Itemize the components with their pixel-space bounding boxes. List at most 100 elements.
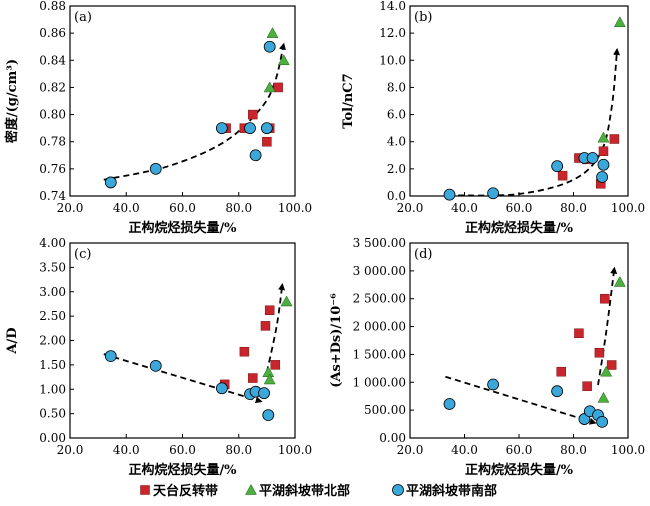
data-point xyxy=(582,381,592,391)
panel-label: (d) xyxy=(414,247,432,262)
y-tick-label: 0.78 xyxy=(39,135,66,149)
data-point xyxy=(596,415,609,428)
y-tick-label: 0.88 xyxy=(39,0,66,13)
x-tick-label: 60.0 xyxy=(506,201,533,215)
y-axis-label: 密度/(g/cm³) xyxy=(4,59,20,144)
y-tick-label: 8.0 xyxy=(387,80,406,94)
x-tick-label: 80.0 xyxy=(225,443,252,457)
data-point xyxy=(597,158,610,171)
data-point xyxy=(487,378,500,391)
data-point xyxy=(244,122,256,135)
x-axis-label: 正构烷烃损失量/% xyxy=(465,220,574,236)
legend-marker xyxy=(140,485,150,495)
y-tick-label: 0.74 xyxy=(39,189,66,203)
data-point xyxy=(263,81,276,93)
panel-label: (b) xyxy=(414,10,432,25)
data-point xyxy=(262,136,272,147)
y-tick-label: 2.00 xyxy=(39,334,66,348)
x-tick-label: 60.0 xyxy=(506,443,533,457)
data-point xyxy=(270,360,281,370)
data-point xyxy=(215,382,228,395)
x-tick-label: 40.0 xyxy=(451,201,478,215)
data-point xyxy=(487,187,500,200)
data-point xyxy=(551,160,564,173)
y-tick-label: 0.00 xyxy=(39,431,66,445)
x-axis-label: 正构烷烃损失量/% xyxy=(465,462,574,478)
y-tick-label: 1.00 xyxy=(39,382,66,396)
y-tick-label: 500.00 xyxy=(364,403,406,417)
data-point xyxy=(600,365,613,377)
legend-label: 平湖斜坡带北部 xyxy=(259,483,350,499)
plot-frame xyxy=(69,5,296,197)
y-tick-label: 12.0 xyxy=(379,26,406,40)
data-point xyxy=(609,134,620,144)
data-point xyxy=(443,398,456,410)
panel-label: (a) xyxy=(74,10,92,25)
x-tick-label: 20.0 xyxy=(57,443,84,457)
data-point xyxy=(596,171,609,183)
y-axis-label: (As+Ds)/10⁻⁶ xyxy=(329,293,344,388)
legend-marker xyxy=(245,483,257,495)
x-tick-label: 80.0 xyxy=(560,443,587,457)
trend-arrow xyxy=(597,266,618,386)
data-point xyxy=(443,188,456,201)
y-axis-label: A/D xyxy=(5,327,20,354)
y-tick-label: 10.0 xyxy=(379,53,406,67)
y-tick-label: 0.82 xyxy=(39,80,66,94)
data-point xyxy=(104,350,117,363)
x-tick-label: 40.0 xyxy=(113,201,140,215)
chart-panel: 20.0 40.0 60.0 80.0 100.0 0.00 500.00 1 000.00 1… xyxy=(329,236,645,478)
y-tick-label: 3.50 xyxy=(39,260,66,274)
y-tick-label: 0.84 xyxy=(39,53,66,67)
x-tick-label: 80.0 xyxy=(560,201,587,215)
x-tick-label: 40.0 xyxy=(451,443,478,457)
data-point xyxy=(149,162,162,175)
y-tick-label: 6.0 xyxy=(387,108,406,122)
data-point xyxy=(104,176,117,189)
x-tick-label: 60.0 xyxy=(169,443,196,457)
data-point xyxy=(598,146,609,156)
data-point xyxy=(556,366,566,377)
data-point xyxy=(248,109,258,120)
y-tick-label: 0.86 xyxy=(39,26,66,40)
x-tick-label: 20.0 xyxy=(397,201,424,215)
x-tick-label: 80.0 xyxy=(225,201,252,215)
x-tick-label: 100.0 xyxy=(611,443,645,457)
y-tick-label: 0.00 xyxy=(379,431,406,445)
y-tick-label: 3 000.00 xyxy=(353,264,406,278)
legend-item: 平湖斜坡带南部 xyxy=(392,483,497,499)
y-tick-label: 2 500.00 xyxy=(353,292,406,306)
data-point xyxy=(606,360,617,370)
data-point xyxy=(248,373,258,383)
trend-arrow xyxy=(448,48,621,197)
plot-frame xyxy=(409,242,629,439)
data-point xyxy=(258,387,270,400)
legend-marker xyxy=(392,484,404,496)
data-point xyxy=(149,359,162,372)
data-point xyxy=(260,122,273,135)
data-point xyxy=(264,305,275,316)
data-point xyxy=(597,391,610,403)
y-tick-label: 0.50 xyxy=(39,407,66,421)
y-tick-label: 3 500.00 xyxy=(353,236,406,250)
x-tick-label: 100.0 xyxy=(278,201,312,215)
y-tick-label: 3.00 xyxy=(39,285,66,299)
data-point xyxy=(551,385,564,398)
y-tick-label: 2.0 xyxy=(387,162,406,176)
y-tick-label: 2.50 xyxy=(39,309,66,323)
x-tick-label: 100.0 xyxy=(278,443,312,457)
y-tick-label: 4.00 xyxy=(39,236,66,250)
chart-panels: 20.0 40.0 60.0 80.0 100.0 0.74 0.76 0.78 0.80 0.8… xyxy=(4,0,645,478)
data-point xyxy=(263,40,276,53)
panel-label: (c) xyxy=(74,247,91,262)
x-tick-label: 20.0 xyxy=(397,443,424,457)
plot-frame xyxy=(69,242,296,439)
data-point xyxy=(613,275,626,287)
y-tick-label: 14.0 xyxy=(379,0,406,13)
x-tick-label: 40.0 xyxy=(113,443,140,457)
data-point xyxy=(574,328,584,339)
y-tick-label: 0.80 xyxy=(39,108,66,122)
x-axis-label: 正构烷烃损失量/% xyxy=(128,220,237,236)
legend-item: 天台反转带 xyxy=(140,483,218,499)
